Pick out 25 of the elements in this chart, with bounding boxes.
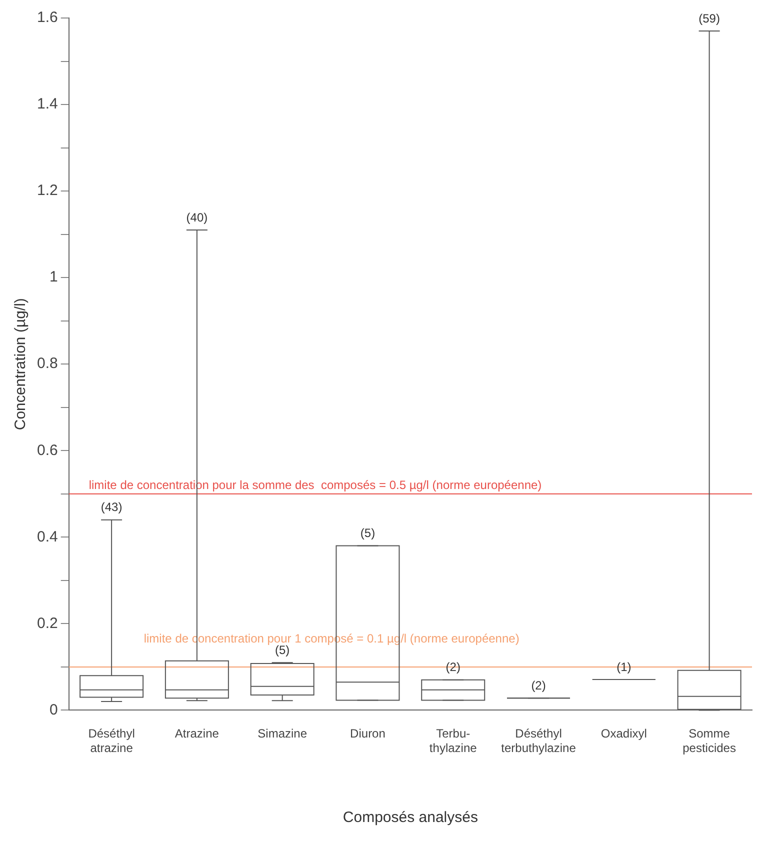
- y-tick-label: 0.8: [36, 355, 58, 372]
- x-tick-label: Simazine: [258, 726, 308, 741]
- x-tick-label: Déséthyl atrazine: [88, 726, 135, 756]
- x-tick-label: Atrazine: [174, 726, 220, 741]
- x-tick-label: Terbu-thylazine: [429, 726, 478, 756]
- annotation: (5): [275, 642, 290, 657]
- x-tick-label: Déséthyl terbuthylazine: [501, 726, 576, 756]
- y-tick-label: 1: [50, 268, 58, 286]
- annotation: (40): [186, 210, 208, 224]
- x-tick-label: Somme pesticides: [682, 726, 736, 756]
- annotation: (43): [100, 500, 122, 514]
- annotation: (5): [360, 526, 376, 540]
- x-tick-label: Diuron: [350, 726, 386, 741]
- x-axis-title: Composés analysés: [342, 809, 478, 826]
- y-axis-title: Concentration (µg/l): [12, 298, 30, 430]
- y-tick-label: 1.2: [36, 182, 58, 200]
- annotation: (59): [698, 11, 720, 26]
- y-tick-label: 0: [50, 701, 58, 718]
- y-tick-label: 0.4: [36, 528, 58, 546]
- y-tick-label: 0.2: [36, 614, 58, 632]
- annotation: (2): [531, 678, 546, 692]
- y-tick-label: 0.6: [36, 442, 58, 459]
- y-tick-label: 1.4: [36, 96, 58, 113]
- x-tick-label: Oxadixyl: [600, 726, 647, 741]
- y-tick-label: 1.6: [36, 9, 58, 26]
